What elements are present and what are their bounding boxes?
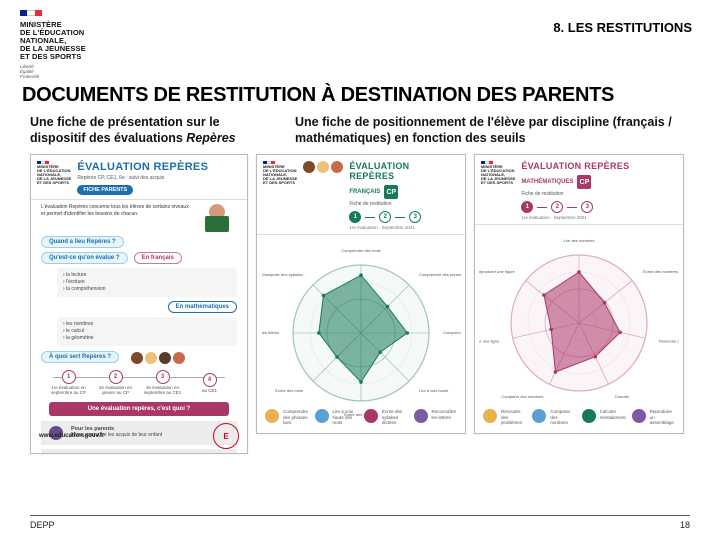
doc2-sub2: 1re évaluation · Septembre 2021: [349, 225, 457, 230]
doc2-grade-badge: CP: [384, 185, 398, 199]
france-flag-icon: [20, 10, 42, 16]
svg-text:Comprendre des phrases: Comprendre des phrases: [419, 272, 461, 277]
ministry-name: MINISTÈRE DE L'ÉDUCATION NATIONALE, DE L…: [20, 21, 86, 60]
mini-ministry-logo: MINISTÈRE DE L'ÉDUCATION NATIONALE, DE L…: [37, 161, 71, 185]
doc2-radar: Comprendre des mots Comprendre des phrase…: [257, 235, 465, 425]
document-gallery: MINISTÈRE DE L'ÉDUCATION NATIONALE, DE L…: [0, 152, 720, 454]
doc1-pill: FICHE PARENTS: [77, 185, 133, 195]
svg-text:Connaître les lettres: Connaître les lettres: [261, 330, 279, 335]
slide-header: MINISTÈRE DE L'ÉDUCATION NATIONALE, DE L…: [0, 0, 720, 80]
mini-ministry-logo: MINISTÈRE DE L'ÉDUCATION NATIONALE, DE L…: [481, 161, 515, 185]
doc3-stage-dots: 123: [521, 201, 675, 213]
svg-text:Écrire des nombres: Écrire des nombres: [643, 269, 678, 274]
svg-text:Lire à voix haute: Lire à voix haute: [419, 388, 449, 393]
doc3-radar: Lire des nombres Écrire des nombres Résoud…: [475, 225, 683, 415]
svg-text:Comprendre des mots: Comprendre des mots: [341, 248, 381, 253]
subtitle-right: Une fiche de positionnement de l'élève p…: [295, 115, 700, 146]
doc1-ans-fr: En français: [134, 252, 182, 264]
page-number: 18: [680, 520, 690, 530]
kids-illustration-icon: [303, 161, 343, 173]
motto: Liberté Égalité Fraternité: [20, 65, 86, 80]
footer-left: DEPP: [30, 520, 55, 530]
doc2-header: MINISTÈRE DE L'ÉDUCATION NATIONALE, DE L…: [257, 155, 465, 235]
doc1-q2: Quand a lieu Repères ?: [41, 236, 124, 248]
doc3-header: MINISTÈRE DE L'ÉDUCATION NATIONALE, DE L…: [475, 155, 683, 225]
doc2-icon-legend: Comprendre des phrases luesLire à voix h…: [265, 409, 457, 425]
subtitle-left: Une fiche de présentation sur le disposi…: [30, 115, 275, 146]
doc2-sub: Fiche de restitution: [349, 201, 457, 207]
svg-text:Reproduire une figure: Reproduire une figure: [479, 269, 516, 274]
subtitles-row: Une fiche de présentation sur le disposi…: [0, 115, 720, 152]
doc1-intro: L'évaluation Repères concerne tous les é…: [41, 204, 191, 217]
svg-text:Résoudre des problèmes: Résoudre des problèmes: [659, 338, 679, 343]
doc3-sub: Fiche de restitution: [521, 191, 675, 197]
doc1-timeline: 11re évaluation en septembre au CP22e év…: [45, 370, 233, 396]
svg-text:Écrire des mots: Écrire des mots: [275, 388, 303, 393]
doc1-fr-list: la lecturel'écriturela compréhension: [57, 268, 237, 297]
page-title: DOCUMENTS DE RESTITUTION À DESTINATION D…: [0, 80, 720, 115]
doc1-subtitle: Repères CP, CE1, 6e : suivi des acquis: [77, 175, 239, 181]
svg-text:Comparer des nombres: Comparer des nombres: [501, 394, 543, 399]
doc1-body: L'évaluation Repères concerne tous les é…: [31, 200, 247, 454]
doc1-q1: Qu'est-ce qu'on évalue ?: [41, 252, 128, 264]
doc3-icon-legend: Résoudre des problèmesComparer des nombr…: [483, 409, 675, 425]
doc3-subject: MATHÉMATIQUES: [521, 179, 573, 185]
svg-text:Comprendre un texte: Comprendre un texte: [443, 330, 461, 335]
doc3-grade-badge: CP: [577, 175, 591, 189]
doc3-title: ÉVALUATION REPÈRES: [521, 161, 675, 171]
doc-radar-maths: MINISTÈRE DE L'ÉDUCATION NATIONALE, DE L…: [474, 154, 684, 434]
doc1-header: MINISTÈRE DE L'ÉDUCATION NATIONALE, DE L…: [31, 155, 247, 200]
seal-icon: E: [213, 423, 239, 449]
board-illustration-icon: [205, 216, 229, 232]
svg-text:Calculer: Calculer: [615, 394, 630, 399]
svg-text:Manipuler des syllabes: Manipuler des syllabes: [262, 272, 303, 277]
doc1-ans-math: En mathématiques: [168, 301, 237, 313]
doc1-url: www.education.gouv.fr: [39, 433, 104, 439]
doc2-title: ÉVALUATION REPÈRES: [349, 161, 457, 181]
subtitle-left-em: Repères: [186, 131, 235, 145]
doc1-title: ÉVALUATION REPÈRES: [77, 161, 239, 173]
doc1-math-list: les nombresle calculla géométrie: [57, 317, 237, 346]
svg-text:Placer sur une ligne: Placer sur une ligne: [479, 338, 500, 343]
doc1-q3: À quoi sert Repères ?: [41, 351, 119, 363]
doc1-banner: Une évaluation repères, c'est quoi ?: [49, 402, 229, 416]
ministry-logo: MINISTÈRE DE L'ÉDUCATION NATIONALE, DE L…: [20, 10, 86, 80]
svg-text:Lire des nombres: Lire des nombres: [564, 238, 595, 243]
doc2-stage-dots: 123: [349, 211, 457, 223]
kids-illustration-icon: [125, 350, 185, 364]
mini-ministry-text: MINISTÈRE DE L'ÉDUCATION NATIONALE, DE L…: [37, 165, 71, 185]
doc1-footer: www.education.gouv.fr E: [39, 423, 239, 449]
mini-ministry-logo: MINISTÈRE DE L'ÉDUCATION NATIONALE, DE L…: [263, 161, 297, 185]
slide-footer: DEPP 18: [30, 515, 690, 530]
doc-fiche-parents: MINISTÈRE DE L'ÉDUCATION NATIONALE, DE L…: [30, 154, 248, 454]
doc2-subject: FRANÇAIS: [349, 189, 380, 195]
doc3-sub2: 1re évaluation · Septembre 2021: [521, 215, 675, 220]
section-number: 8. LES RESTITUTIONS: [553, 10, 692, 35]
doc-radar-francais: MINISTÈRE DE L'ÉDUCATION NATIONALE, DE L…: [256, 154, 466, 434]
